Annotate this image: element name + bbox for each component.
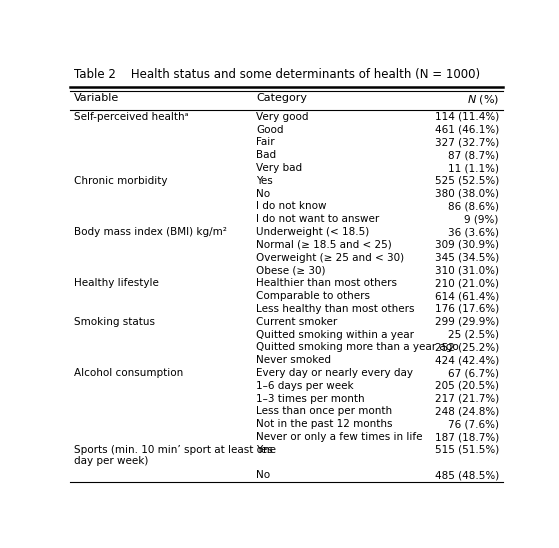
Text: 461 (46.1%): 461 (46.1%) <box>434 124 499 135</box>
Text: day per week): day per week) <box>74 456 149 466</box>
Text: 67 (6.7%): 67 (6.7%) <box>448 368 499 378</box>
Text: 424 (42.4%): 424 (42.4%) <box>434 355 499 365</box>
Text: Obese (≥ 30): Obese (≥ 30) <box>256 266 326 276</box>
Text: Variable: Variable <box>74 93 120 103</box>
Text: Quitted smoking within a year: Quitted smoking within a year <box>256 329 414 340</box>
Text: 252 (25.2%): 252 (25.2%) <box>434 342 499 352</box>
Text: 25 (2.5%): 25 (2.5%) <box>448 329 499 340</box>
Text: 380 (38.0%): 380 (38.0%) <box>435 189 499 199</box>
Text: Yes: Yes <box>256 445 273 455</box>
Text: Overweight (≥ 25 and < 30): Overweight (≥ 25 and < 30) <box>256 253 404 262</box>
Text: Healthier than most others: Healthier than most others <box>256 278 397 288</box>
Text: Healthy lifestyle: Healthy lifestyle <box>74 278 159 288</box>
Text: 345 (34.5%): 345 (34.5%) <box>434 253 499 262</box>
Text: Less than once per month: Less than once per month <box>256 407 392 416</box>
Text: 1–3 times per month: 1–3 times per month <box>256 393 365 404</box>
Text: 614 (61.4%): 614 (61.4%) <box>434 291 499 301</box>
Text: 187 (18.7%): 187 (18.7%) <box>434 432 499 442</box>
Text: Underweight (< 18.5): Underweight (< 18.5) <box>256 227 369 237</box>
Text: 485 (48.5%): 485 (48.5%) <box>434 471 499 481</box>
Text: 114 (11.4%): 114 (11.4%) <box>434 112 499 122</box>
Text: 76 (7.6%): 76 (7.6%) <box>448 419 499 429</box>
Text: 299 (29.9%): 299 (29.9%) <box>434 317 499 327</box>
Text: 210 (21.0%): 210 (21.0%) <box>435 278 499 288</box>
Text: 309 (30.9%): 309 (30.9%) <box>435 240 499 250</box>
Text: 176 (17.6%): 176 (17.6%) <box>434 304 499 314</box>
Text: 310 (31.0%): 310 (31.0%) <box>435 266 499 276</box>
Text: Very bad: Very bad <box>256 163 302 173</box>
Text: 525 (52.5%): 525 (52.5%) <box>434 176 499 186</box>
Text: Self-perceived healthᵃ: Self-perceived healthᵃ <box>74 112 189 122</box>
Text: Fair: Fair <box>256 138 275 147</box>
Text: Comparable to others: Comparable to others <box>256 291 370 301</box>
Text: 86 (8.6%): 86 (8.6%) <box>448 202 499 212</box>
Text: Sports (min. 10 min’ sport at least one: Sports (min. 10 min’ sport at least one <box>74 445 276 455</box>
Text: Every day or nearly every day: Every day or nearly every day <box>256 368 413 378</box>
Text: Body mass index (BMI) kg/m²: Body mass index (BMI) kg/m² <box>74 227 227 237</box>
Text: Category: Category <box>256 93 307 103</box>
Text: 248 (24.8%): 248 (24.8%) <box>434 407 499 416</box>
Text: Good: Good <box>256 124 283 135</box>
Text: 36 (3.6%): 36 (3.6%) <box>448 227 499 237</box>
Text: 327 (32.7%): 327 (32.7%) <box>434 138 499 147</box>
Text: I do not want to answer: I do not want to answer <box>256 214 380 224</box>
Text: Yes: Yes <box>256 176 273 186</box>
Text: 1–6 days per week: 1–6 days per week <box>256 381 354 391</box>
Text: No: No <box>256 189 271 199</box>
Text: 9 (9%): 9 (9%) <box>465 214 499 224</box>
Text: Quitted smoking more than a year ago: Quitted smoking more than a year ago <box>256 342 459 352</box>
Text: 11 (1.1%): 11 (1.1%) <box>448 163 499 173</box>
Text: No: No <box>256 471 271 481</box>
Text: Alcohol consumption: Alcohol consumption <box>74 368 183 378</box>
Text: Normal (≥ 18.5 and < 25): Normal (≥ 18.5 and < 25) <box>256 240 392 250</box>
Text: Very good: Very good <box>256 112 309 122</box>
Text: Smoking status: Smoking status <box>74 317 155 327</box>
Text: Never or only a few times in life: Never or only a few times in life <box>256 432 423 442</box>
Text: Not in the past 12 months: Not in the past 12 months <box>256 419 392 429</box>
Text: Less healthy than most others: Less healthy than most others <box>256 304 415 314</box>
Text: Bad: Bad <box>256 150 276 160</box>
Text: Current smoker: Current smoker <box>256 317 338 327</box>
Text: Chronic morbidity: Chronic morbidity <box>74 176 168 186</box>
Text: Never smoked: Never smoked <box>256 355 331 365</box>
Text: Table 2    Health status and some determinants of health (N = 1000): Table 2 Health status and some determina… <box>74 68 480 81</box>
Text: I do not know: I do not know <box>256 202 326 212</box>
Text: $N$ (%): $N$ (%) <box>467 93 499 106</box>
Text: 205 (20.5%): 205 (20.5%) <box>435 381 499 391</box>
Text: 515 (51.5%): 515 (51.5%) <box>434 445 499 455</box>
Text: 87 (8.7%): 87 (8.7%) <box>448 150 499 160</box>
Text: 217 (21.7%): 217 (21.7%) <box>434 393 499 404</box>
